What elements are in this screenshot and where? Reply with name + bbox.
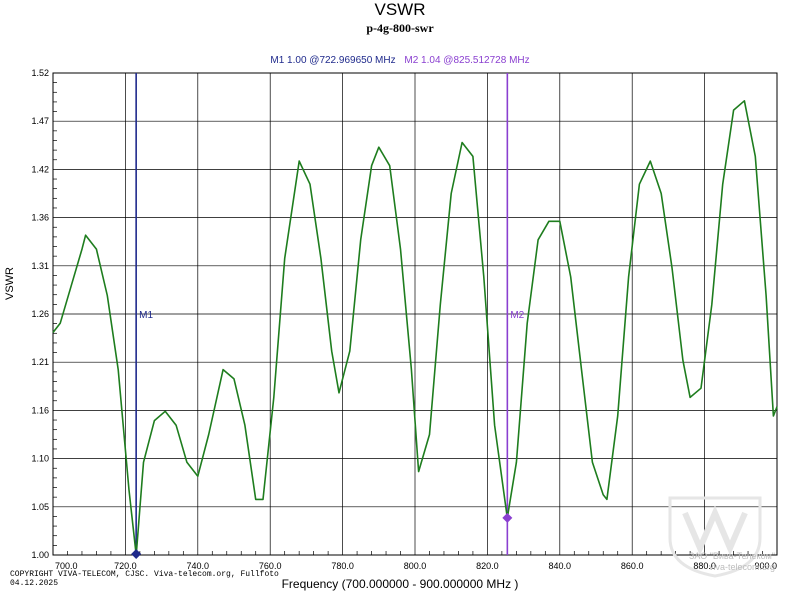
- m1-marker-point: [131, 549, 142, 559]
- y-tick-label: 1.31: [31, 261, 49, 271]
- marker-readouts: M1 1.00 @722.969650 MHz M2 1.04 @825.512…: [0, 55, 800, 66]
- y-axis-label: VSWR: [4, 267, 16, 300]
- x-tick-label: 860.0: [621, 561, 644, 571]
- x-tick-label: 820.0: [476, 561, 499, 571]
- x-tick-label: 720.0: [114, 561, 137, 571]
- copyright-notice: COPYRIGHT VIVA-TELECOM, CJSC. Viva-telec…: [10, 570, 279, 588]
- x-axis-label: Frequency (700.000000 - 900.000000 MHz ): [281, 577, 519, 591]
- m2-marker-point: [502, 512, 513, 523]
- watermark-text: ЗАО "Вива-Телеком" viva-telecom.org: [660, 551, 775, 573]
- viva-telecom-logo-watermark: [668, 496, 762, 578]
- x-tick-label: 880.0: [693, 561, 716, 571]
- y-tick-label: 1.26: [31, 309, 49, 319]
- m2-readout: M2 1.04 @825.512728 MHz: [404, 55, 530, 66]
- y-tick-label: 1.21: [31, 357, 49, 367]
- m1-readout: M1 1.00 @722.969650 MHz: [270, 55, 396, 66]
- x-tick-label: 700.0: [55, 561, 78, 571]
- y-tick-label: 1.16: [31, 405, 49, 415]
- copyright-text: COPYRIGHT VIVA-TELECOM, CJSC. Viva-telec…: [10, 570, 279, 579]
- m1-marker-label: M1: [139, 310, 153, 321]
- vswr-trace: [52, 100, 778, 556]
- x-tick-label: 840.0: [549, 561, 572, 571]
- watermark-line2: viva-telecom.org: [708, 562, 775, 572]
- y-tick-label: 1.36: [31, 213, 49, 223]
- chart-title: VSWR: [374, 0, 426, 19]
- x-tick-label: 780.0: [331, 561, 354, 571]
- watermark-line1: ЗАО "Вива-Телеком": [688, 551, 775, 561]
- x-tick-label: 900.0: [754, 561, 777, 571]
- copyright-date: 04.12.2025: [10, 579, 59, 588]
- y-tick-label: 1.42: [31, 164, 49, 174]
- y-tick-label: 1.00: [31, 550, 49, 560]
- y-tick-label: 1.52: [31, 68, 49, 78]
- x-tick-label: 740.0: [187, 561, 210, 571]
- y-tick-label: 1.05: [31, 502, 49, 512]
- y-tick-label: 1.10: [31, 454, 49, 464]
- chart-subtitle: p-4g-800-swr: [366, 21, 434, 35]
- m2-marker-label: M2: [510, 310, 524, 321]
- x-tick-label: 800.0: [404, 561, 427, 571]
- x-tick-label: 760.0: [259, 561, 282, 571]
- y-tick-label: 1.47: [31, 116, 49, 126]
